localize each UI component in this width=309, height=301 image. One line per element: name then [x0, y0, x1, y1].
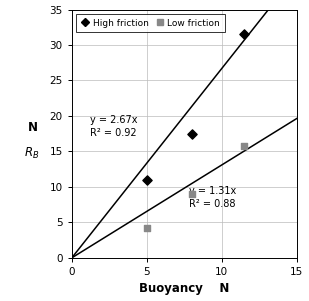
- X-axis label: Buoyancy    N: Buoyancy N: [139, 282, 230, 296]
- Y-axis label: N: N: [28, 121, 38, 134]
- Legend: High friction, Low friction: High friction, Low friction: [76, 14, 225, 32]
- Low friction: [242, 143, 247, 148]
- High friction: [189, 131, 194, 136]
- Text: $R_B$: $R_B$: [23, 146, 39, 161]
- Low friction: [144, 226, 149, 231]
- High friction: [242, 32, 247, 37]
- Low friction: [189, 192, 194, 197]
- Text: y = 1.31x
R² = 0.88: y = 1.31x R² = 0.88: [189, 186, 236, 209]
- High friction: [144, 177, 149, 182]
- Text: y = 2.67x
R² = 0.92: y = 2.67x R² = 0.92: [90, 115, 137, 138]
